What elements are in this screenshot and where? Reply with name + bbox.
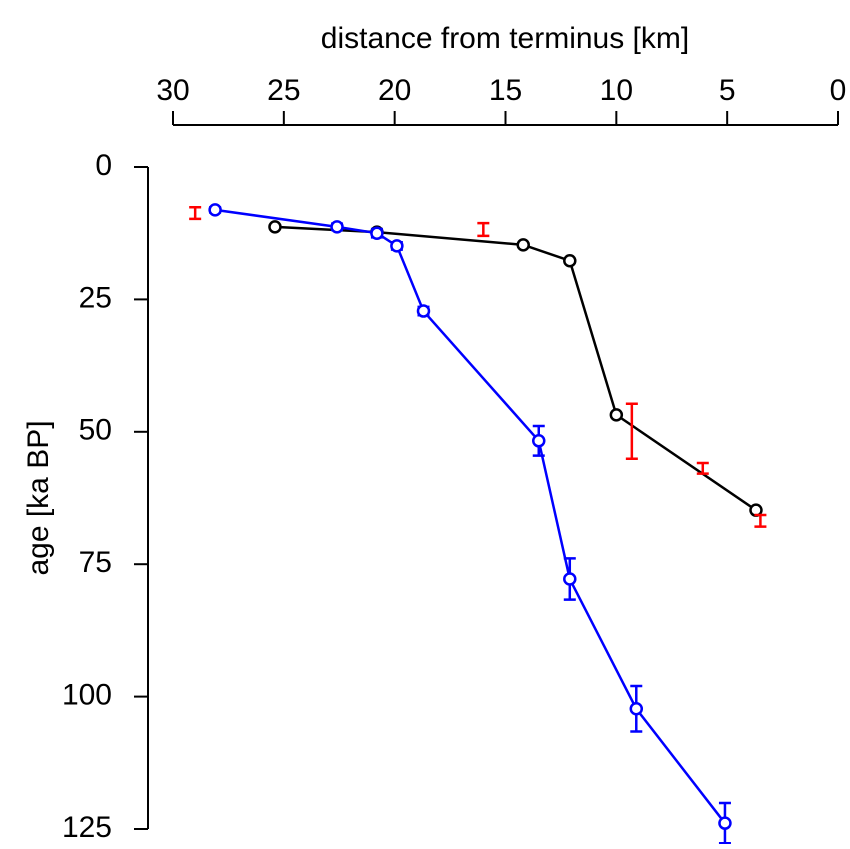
data-point: [532, 434, 546, 448]
error-bar: [696, 461, 709, 475]
error-bar: [625, 402, 638, 461]
data-point: [370, 226, 384, 240]
data-point: [330, 220, 344, 234]
error-bar: [189, 206, 202, 221]
x-tick-label: 25: [267, 74, 300, 107]
data-point: [208, 203, 222, 217]
error-bar: [754, 513, 767, 528]
data-point: [416, 304, 431, 318]
data-point: [516, 238, 530, 252]
data-point: [629, 702, 644, 716]
data-point: [563, 253, 577, 268]
x-tick-label: 30: [156, 74, 189, 107]
data-point: [563, 572, 577, 586]
data-point: [390, 239, 404, 253]
x-tick-label: 20: [378, 74, 411, 107]
y-tick-label: 50: [79, 414, 112, 447]
series-line: [274, 225, 757, 512]
y-tick-label: 125: [62, 811, 112, 844]
data-point: [718, 816, 732, 830]
x-tick-label: 0: [830, 74, 847, 107]
x-tick-label: 5: [719, 74, 736, 107]
y-tick-label: 100: [62, 679, 112, 712]
x-tick-label: 10: [600, 74, 633, 107]
data-point: [609, 408, 624, 422]
x-tick-label: 15: [489, 74, 522, 107]
x-axis-title: distance from terminus [km]: [321, 22, 689, 55]
series-line: [214, 208, 726, 824]
y-tick-label: 25: [79, 281, 112, 314]
y-tick-label: 75: [79, 546, 112, 579]
y-axis-title: age [ka BP]: [22, 420, 55, 575]
y-tick-label: 0: [95, 149, 112, 182]
data-point: [268, 220, 282, 234]
error-bar: [477, 221, 490, 238]
